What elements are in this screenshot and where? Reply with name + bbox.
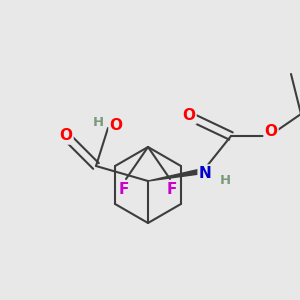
Text: O: O (110, 118, 122, 134)
Text: N: N (199, 166, 212, 181)
Text: H: H (219, 175, 231, 188)
Text: F: F (167, 182, 177, 196)
Text: H: H (92, 116, 104, 130)
Text: O: O (265, 124, 278, 140)
Text: O: O (182, 109, 196, 124)
Text: F: F (119, 182, 129, 196)
Polygon shape (148, 169, 203, 181)
Text: O: O (59, 128, 73, 143)
